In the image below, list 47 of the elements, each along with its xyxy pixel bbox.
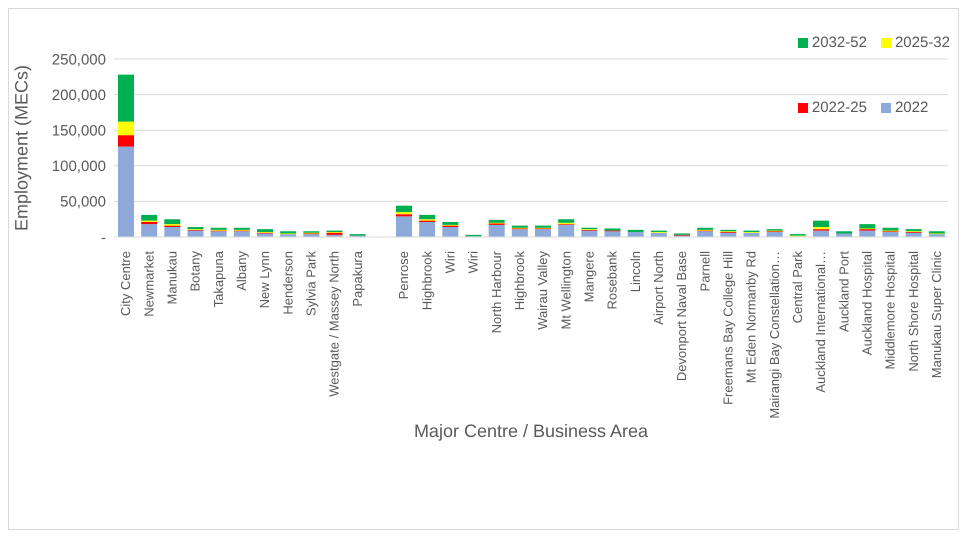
x-tick-label: Mangere (581, 251, 596, 302)
x-tick-label: Lincoln (628, 251, 643, 292)
x-tick-label: City Centre (118, 251, 134, 316)
x-tick-label: Devonport Naval Base (674, 251, 690, 382)
x-tick-label: Mairangi Bay Constellation… (766, 251, 782, 419)
x-tick-label: North Shore Hospital (906, 250, 921, 372)
legend-label: 2022-25 (812, 99, 867, 116)
x-tick-label: Highbrook (419, 250, 434, 310)
x-tick-label: Freemans Bay College Hill (720, 250, 736, 405)
x-tick-label: Rosebank (604, 250, 620, 310)
y-axis-title: Employment (MECs) (11, 64, 32, 232)
x-tick-label: Auckland Port (836, 250, 852, 332)
x-tick-label: Takapuna (210, 250, 226, 308)
x-tick-label: Botany (188, 250, 203, 292)
x-tick-label: Auckland International… (813, 251, 828, 393)
legend-label: 2022 (894, 99, 928, 116)
y-tick-label: 150,000 (52, 122, 106, 140)
x-tick-label: Central Park (790, 250, 805, 324)
y-tick-label: 50,000 (60, 194, 106, 211)
x-tick-label: Penrose (396, 251, 412, 300)
x-tick-label: Mt Eden Normanby Rd (744, 251, 759, 384)
y-tick-label: 100,000 (52, 158, 106, 176)
legend-label: 2025-32 (894, 34, 950, 51)
x-tick-label: North Harbour (488, 250, 504, 334)
x-tick-label: Papakura (350, 250, 365, 307)
x-tick-label: Albany (234, 250, 249, 291)
x-tick-label: Henderson (280, 251, 296, 315)
x-tick-label: Parnell (697, 250, 712, 292)
x-tick-label: Mt Wellington (558, 251, 574, 330)
x-tick-label: New Lynn (257, 251, 272, 308)
x-tick-label: Wiri (466, 250, 481, 274)
x-tick-label: Highbrook (512, 250, 527, 310)
x-tick-label: Newmarket (141, 250, 156, 317)
x-tick-label: Airport North (650, 251, 666, 325)
x-tick-label: Auckland Hospital (859, 250, 874, 356)
y-tick-label: - (101, 229, 106, 246)
legend-label: 2032-52 (812, 34, 867, 51)
x-tick-label: Middlemore Hospital (882, 250, 898, 370)
x-tick-label: Wairau Valley (535, 250, 550, 330)
y-tick-label: 200,000 (52, 86, 106, 104)
x-tick-label: Westgate / Massey North (326, 251, 342, 397)
x-tick-label: Sylvia Park (303, 250, 318, 316)
x-axis-title: Major Centre / Business Area (414, 421, 650, 441)
x-tick-label: Wiri (442, 250, 458, 274)
y-tick-label: 250,000 (52, 51, 106, 68)
x-tick-label: Manukau (164, 251, 180, 304)
x-tick-label: Manukau Super Clinic (928, 250, 944, 378)
